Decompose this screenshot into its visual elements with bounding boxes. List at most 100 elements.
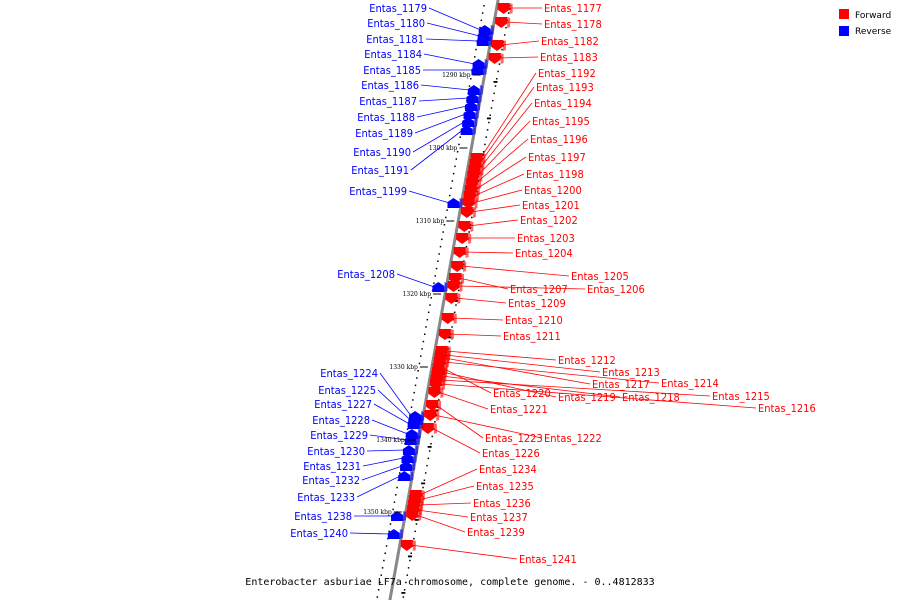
gene-reverse-entas-1190 (462, 117, 475, 127)
gene-label-entas-1185[interactable]: Entas_1185 (363, 64, 421, 77)
gene-label-entas-1200[interactable]: Entas_1200 (524, 184, 582, 197)
minor-tick-left (393, 501, 396, 503)
minor-tick-left (406, 428, 409, 430)
gene-label-entas-1221[interactable]: Entas_1221 (490, 403, 548, 416)
gene-label-entas-1224[interactable]: Entas_1224 (320, 367, 378, 380)
gene-label-entas-1231[interactable]: Entas_1231 (303, 460, 361, 473)
gene-label-entas-1205[interactable]: Entas_1205 (571, 270, 629, 283)
minor-tick-left (388, 530, 390, 533)
gene-label-entas-1213[interactable]: Entas_1213 (602, 366, 660, 379)
gene-label-entas-1191[interactable]: Entas_1191 (351, 164, 409, 177)
connector-entas-1186 (420, 84, 470, 91)
gene-label-entas-1190[interactable]: Entas_1190 (353, 146, 411, 159)
minor-tick-right (426, 464, 428, 467)
gene-label-entas-1219[interactable]: Entas_1219 (558, 391, 616, 404)
gene-label-entas-1188[interactable]: Entas_1188 (357, 111, 415, 124)
gene-label-entas-1241[interactable]: Entas_1241 (519, 553, 577, 566)
minor-tick-right (457, 289, 460, 292)
gene-label-entas-1199[interactable]: Entas_1199 (349, 185, 407, 198)
gene-reverse-entas-1186-shade (479, 85, 483, 95)
gene-label-entas-1217[interactable]: Entas_1217 (592, 378, 650, 391)
minor-tick-left (394, 494, 397, 496)
gene-label-entas-1226[interactable]: Entas_1226 (482, 447, 540, 460)
gene-forward-entas-1239-shade (418, 510, 422, 521)
gene-label-entas-1233[interactable]: Entas_1233 (297, 491, 355, 504)
minor-tick-right (488, 121, 490, 124)
gene-label-entas-1209[interactable]: Entas_1209 (508, 297, 566, 310)
gene-label-entas-1177[interactable]: Entas_1177 (544, 2, 602, 15)
gene-label-entas-1214[interactable]: Entas_1214 (661, 377, 719, 390)
gene-label-entas-1184[interactable]: Entas_1184 (364, 48, 422, 61)
minor-tick-left (383, 559, 385, 562)
gene-label-entas-1232[interactable]: Entas_1232 (302, 474, 360, 487)
gene-label-entas-1236[interactable]: Entas_1236 (473, 497, 531, 510)
gene-label-entas-1193[interactable]: Entas_1193 (536, 81, 594, 94)
gene-label-entas-1229[interactable]: Entas_1229 (310, 429, 368, 442)
gene-reverse-entas-1233 (398, 471, 411, 481)
gene-label-entas-1206[interactable]: Entas_1206 (587, 283, 645, 296)
minor-tick-right (492, 99, 494, 102)
gene-reverse-entas-1238 (391, 511, 404, 521)
gene-label-entas-1183[interactable]: Entas_1183 (540, 51, 598, 64)
gene-label-entas-1234[interactable]: Entas_1234 (479, 463, 537, 476)
gene-forward-entas-1241 (400, 540, 413, 551)
minor-tick-right (424, 472, 427, 474)
gene-label-entas-1196[interactable]: Entas_1196 (530, 133, 588, 146)
gene-label-entas-1198[interactable]: Entas_1198 (526, 168, 584, 181)
connector-entas-1234 (419, 468, 478, 496)
connector-entas-1232 (361, 465, 403, 481)
gene-label-entas-1194[interactable]: Entas_1194 (534, 97, 592, 110)
minor-tick-mark (486, 117, 491, 120)
gene-label-entas-1220[interactable]: Entas_1220 (493, 387, 551, 400)
gene-label-entas-1186[interactable]: Entas_1186 (361, 79, 419, 92)
gene-label-entas-1212[interactable]: Entas_1212 (558, 354, 616, 367)
minor-tick-right (485, 136, 488, 138)
gene-label-entas-1237[interactable]: Entas_1237 (470, 511, 528, 524)
tick-label: 1310 kbp (416, 218, 445, 225)
gene-label-entas-1182[interactable]: Entas_1182 (541, 35, 599, 48)
gene-label-entas-1215[interactable]: Entas_1215 (712, 390, 770, 403)
gene-label-entas-1240[interactable]: Entas_1240 (290, 527, 348, 540)
connector-entas-1227 (373, 403, 410, 425)
gene-label-entas-1222[interactable]: Entas_1222 (544, 432, 602, 445)
gene-label-entas-1204[interactable]: Entas_1204 (515, 247, 573, 260)
gene-label-entas-1187[interactable]: Entas_1187 (359, 95, 417, 108)
connector-entas-1191 (410, 129, 463, 171)
minor-tick-right (482, 151, 485, 153)
minor-tick-left (417, 370, 419, 372)
gene-label-entas-1208[interactable]: Entas_1208 (337, 268, 395, 281)
gene-reverse-entas-1240 (387, 529, 400, 539)
gene-label-entas-1181[interactable]: Entas_1181 (366, 33, 424, 46)
gene-label-entas-1195[interactable]: Entas_1195 (532, 115, 590, 128)
gene-label-entas-1227[interactable]: Entas_1227 (314, 398, 372, 411)
connector-entas-1201 (470, 204, 521, 213)
gene-label-entas-1223[interactable]: Entas_1223 (485, 432, 543, 445)
gene-label-entas-1179[interactable]: Entas_1179 (369, 2, 427, 15)
gene-label-entas-1235[interactable]: Entas_1235 (476, 480, 534, 493)
gene-label-entas-1239[interactable]: Entas_1239 (467, 526, 525, 539)
gene-label-entas-1203[interactable]: Entas_1203 (517, 232, 575, 245)
minor-tick-right (464, 253, 466, 255)
minor-tick-left (398, 472, 401, 474)
gene-label-entas-1225[interactable]: Entas_1225 (318, 384, 376, 397)
gene-label-entas-1216[interactable]: Entas_1216 (758, 402, 816, 415)
gene-reverse-entas-1190-shade (474, 117, 478, 127)
gene-label-entas-1192[interactable]: Entas_1192 (538, 67, 596, 80)
minor-tick-mark (401, 592, 406, 594)
minor-tick-left (414, 384, 417, 387)
gene-label-entas-1210[interactable]: Entas_1210 (505, 314, 563, 327)
gene-label-entas-1211[interactable]: Entas_1211 (503, 330, 561, 343)
gene-label-entas-1207[interactable]: Entas_1207 (510, 283, 568, 296)
gene-label-entas-1189[interactable]: Entas_1189 (355, 127, 413, 140)
gene-label-entas-1228[interactable]: Entas_1228 (312, 414, 370, 427)
gene-label-entas-1178[interactable]: Entas_1178 (544, 18, 602, 31)
gene-label-entas-1180[interactable]: Entas_1180 (367, 17, 425, 30)
minor-tick-right (490, 107, 493, 109)
gene-label-entas-1230[interactable]: Entas_1230 (307, 445, 365, 458)
gene-label-entas-1202[interactable]: Entas_1202 (520, 214, 578, 227)
gene-label-entas-1201[interactable]: Entas_1201 (522, 199, 580, 212)
gene-label-entas-1238[interactable]: Entas_1238 (294, 510, 352, 523)
gene-label-entas-1197[interactable]: Entas_1197 (528, 151, 586, 164)
gene-label-entas-1218[interactable]: Entas_1218 (622, 391, 680, 404)
